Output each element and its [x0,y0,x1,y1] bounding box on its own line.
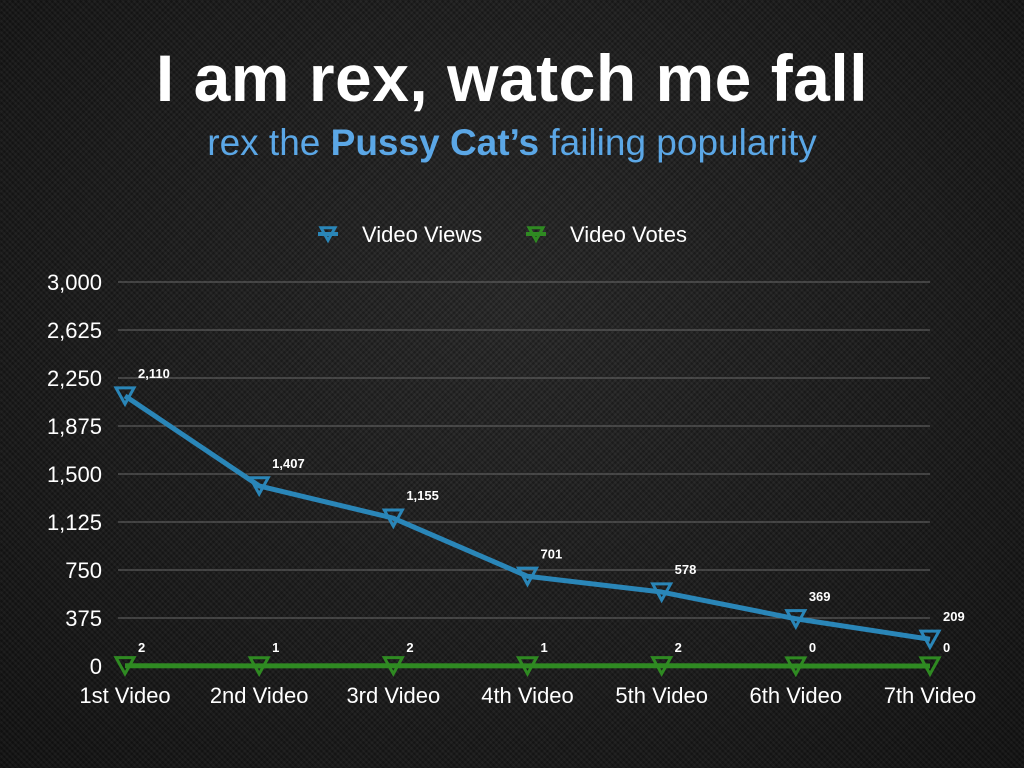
data-label: 1 [272,640,279,655]
data-point-marker [381,508,405,530]
data-point-marker [784,656,808,678]
x-tick-label: 4th Video [481,683,574,708]
x-tick-label: 2nd Video [210,683,309,708]
data-label: 578 [675,562,697,577]
subtitle-suffix: failing popularity [539,122,817,163]
data-label: 701 [541,546,563,561]
data-point-marker [784,609,808,630]
data-point-marker [515,566,540,588]
data-point-marker [650,582,674,604]
data-point-marker [247,656,271,678]
subtitle-emphasis: Pussy Cat’s [330,122,540,163]
data-point-marker [247,476,271,498]
x-tick-label: 3rd Video [346,683,440,708]
y-tick-label: 2,625 [47,318,102,343]
data-label: 209 [943,609,965,624]
data-label: 369 [809,589,831,604]
data-point-marker [918,629,942,651]
y-tick-label: 1,125 [47,510,102,535]
y-tick-label: 2,250 [47,366,102,391]
data-point-marker [113,656,137,677]
chart-title: I am rex, watch me fall [155,41,869,115]
y-tick-label: 3,000 [47,270,102,295]
data-point-marker [918,656,942,678]
legend-label: Video Votes [570,222,687,247]
data-label: 2 [138,640,145,655]
data-label: 2,110 [138,366,170,381]
data-point-marker [650,656,674,677]
y-tick-label: 750 [65,558,102,583]
x-tick-label: 5th Video [615,683,708,708]
series-line [123,393,931,642]
legend-marker [318,226,338,244]
y-tick-label: 0 [90,654,102,679]
x-tick-label: 7th Video [884,683,977,708]
y-tick-label: 375 [65,606,102,631]
data-label: 1,155 [406,488,439,503]
y-tick-label: 1,875 [47,414,102,439]
y-tick-label: 1,500 [47,462,102,487]
x-tick-label: 6th Video [750,683,843,708]
legend-marker [526,226,546,244]
x-tick-label: 1st Video [79,683,170,708]
data-label: 0 [943,640,950,655]
data-label: 2 [406,640,413,655]
data-point-marker [113,386,137,408]
legend-label: Video Views [362,222,482,247]
data-point-marker [515,656,540,678]
chart-subtitle: rex the Pussy Cat’s failing popularity [0,122,1024,164]
subtitle-prefix: rex the [207,122,331,163]
data-label: 0 [809,640,816,655]
data-label: 1,407 [272,456,305,471]
data-point-marker [381,656,405,677]
data-label: 1 [541,640,548,655]
data-label: 2 [675,640,682,655]
